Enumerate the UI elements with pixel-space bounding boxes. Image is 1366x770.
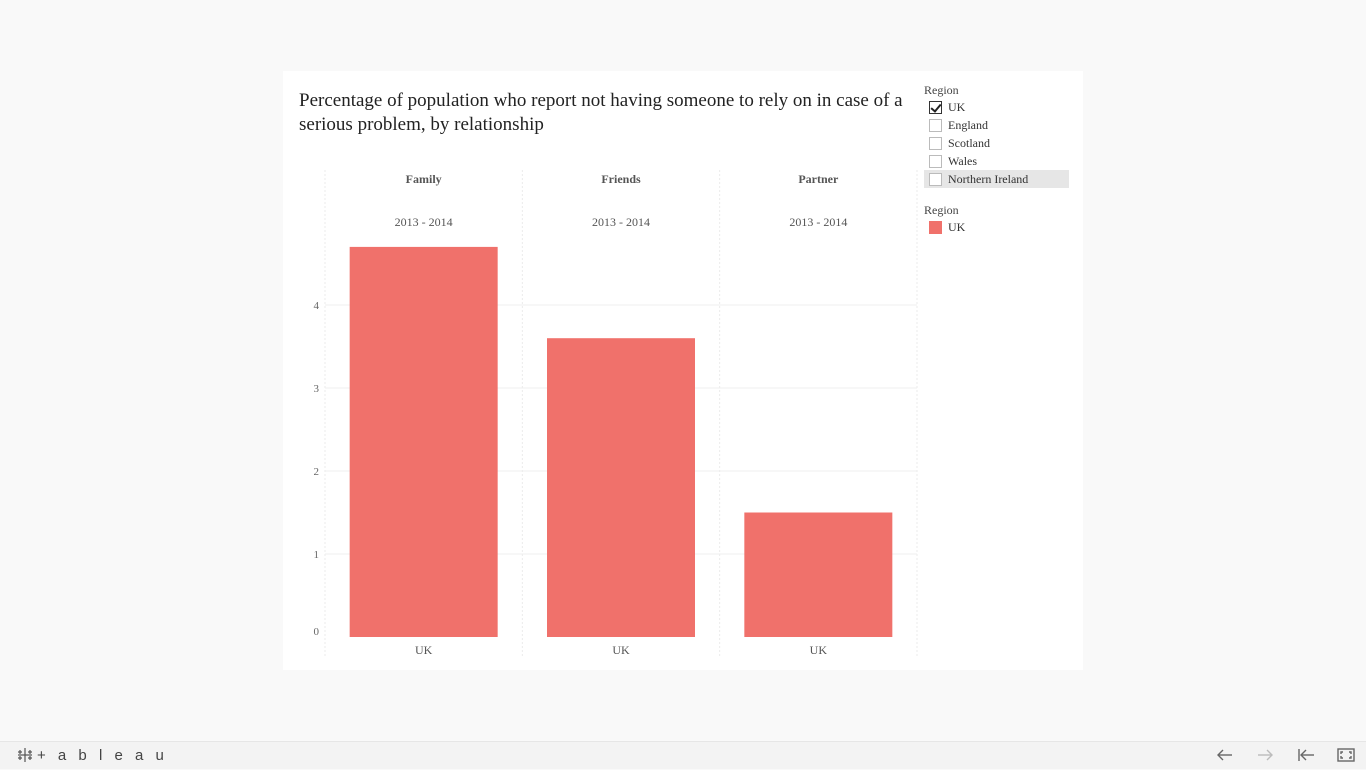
y-tick-label: 1 <box>314 549 320 561</box>
panel-period: 2013 - 2014 <box>592 215 650 229</box>
panel-header: Family <box>406 172 442 186</box>
region-filter: Region UK England Scotland Wales Norther… <box>924 82 1074 188</box>
filter-list: UK England Scotland Wales Northern Irela… <box>924 98 1074 188</box>
filter-item-label: England <box>948 117 988 132</box>
y-tick-label: 4 <box>314 300 320 312</box>
checkbox[interactable] <box>929 136 942 150</box>
redo-icon <box>1258 749 1273 761</box>
panel-period: 2013 - 2014 <box>395 215 453 229</box>
panel-period: 2013 - 2014 <box>789 215 847 229</box>
filter-item-label: Scotland <box>948 135 990 150</box>
fullscreen-button[interactable] <box>1335 745 1357 765</box>
filter-item-uk[interactable]: UK <box>924 98 1074 116</box>
dashboard: Percentage of population who report not … <box>283 71 1083 670</box>
undo-icon <box>1217 749 1232 761</box>
legend-title: Region <box>924 203 959 217</box>
logo-text: + a b l e a u <box>37 746 168 764</box>
filter-item-label: Northern Ireland <box>948 171 1029 186</box>
bar-chart: 0 1 2 3 4 Family 2013 - 2014 UK Friends 2013 - 20… <box>314 170 918 657</box>
legend-swatch <box>929 220 942 234</box>
bar <box>744 512 893 637</box>
chart-title: Percentage of population who report not … <box>299 90 903 135</box>
undo-button[interactable] <box>1214 745 1236 765</box>
x-tick-label: UK <box>810 643 828 657</box>
filter-item-label: Wales <box>948 153 978 168</box>
checkbox[interactable] <box>929 100 942 114</box>
x-tick-label: UK <box>612 643 630 657</box>
tableau-cross-icon <box>18 748 32 762</box>
panel-header: Friends <box>601 172 641 186</box>
filter-item-label: UK <box>948 99 966 114</box>
checkbox[interactable] <box>929 154 942 168</box>
color-legend: Region UK <box>924 202 1074 236</box>
redo-button[interactable] <box>1254 745 1276 765</box>
legend-item-uk[interactable]: UK <box>924 218 1074 236</box>
panel-header: Partner <box>798 172 839 186</box>
y-tick-label: 0 <box>314 626 320 638</box>
revert-button[interactable] <box>1295 745 1317 765</box>
checkbox[interactable] <box>929 172 942 186</box>
filter-item-scotland[interactable]: Scotland <box>924 134 1074 152</box>
footer-toolbar: + a b l e a u <box>0 741 1366 769</box>
fullscreen-icon <box>1337 748 1355 762</box>
y-tick-label: 3 <box>314 383 320 395</box>
legend-item-label: UK <box>948 219 966 234</box>
tableau-logo[interactable]: + a b l e a u <box>16 746 168 764</box>
filter-item-wales[interactable]: Wales <box>924 152 1074 170</box>
revert-icon <box>1298 749 1314 761</box>
filter-item-england[interactable]: England <box>924 116 1074 134</box>
bar <box>349 246 498 637</box>
filter-item-northern-ireland[interactable]: Northern Ireland <box>924 170 1069 188</box>
x-tick-label: UK <box>415 643 433 657</box>
bar <box>547 338 695 637</box>
filter-title: Region <box>924 83 959 97</box>
checkbox[interactable] <box>929 118 942 132</box>
y-tick-label: 2 <box>314 466 320 478</box>
